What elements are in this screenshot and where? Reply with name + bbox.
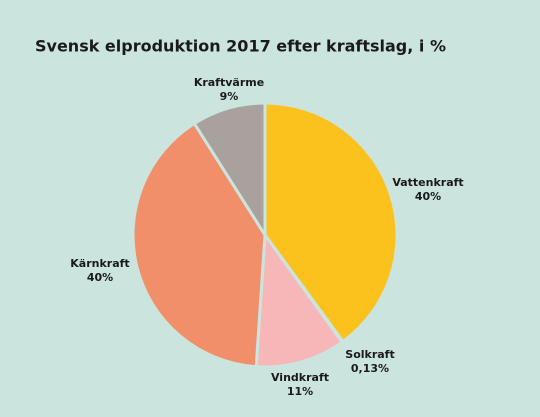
value-label: 11% bbox=[287, 385, 313, 398]
pie-slice bbox=[192, 101, 267, 241]
pie-slice bbox=[254, 230, 345, 369]
pie-slice bbox=[263, 101, 399, 344]
slice-label: Solkraft bbox=[345, 348, 394, 361]
slice-label: Vattenkraft bbox=[392, 176, 463, 189]
slice-label: Kärnkraft bbox=[70, 257, 129, 270]
value-label: 40% bbox=[87, 271, 113, 284]
chart-title: Svensk elproduktion 2017 efter kraftslag… bbox=[35, 37, 446, 56]
slice-label: Kraftvärme bbox=[194, 76, 264, 89]
value-label: 40% bbox=[415, 190, 441, 203]
value-label: 9% bbox=[220, 90, 239, 103]
value-label: 0,13% bbox=[351, 362, 389, 375]
slice-label: Vindkraft bbox=[271, 371, 329, 384]
